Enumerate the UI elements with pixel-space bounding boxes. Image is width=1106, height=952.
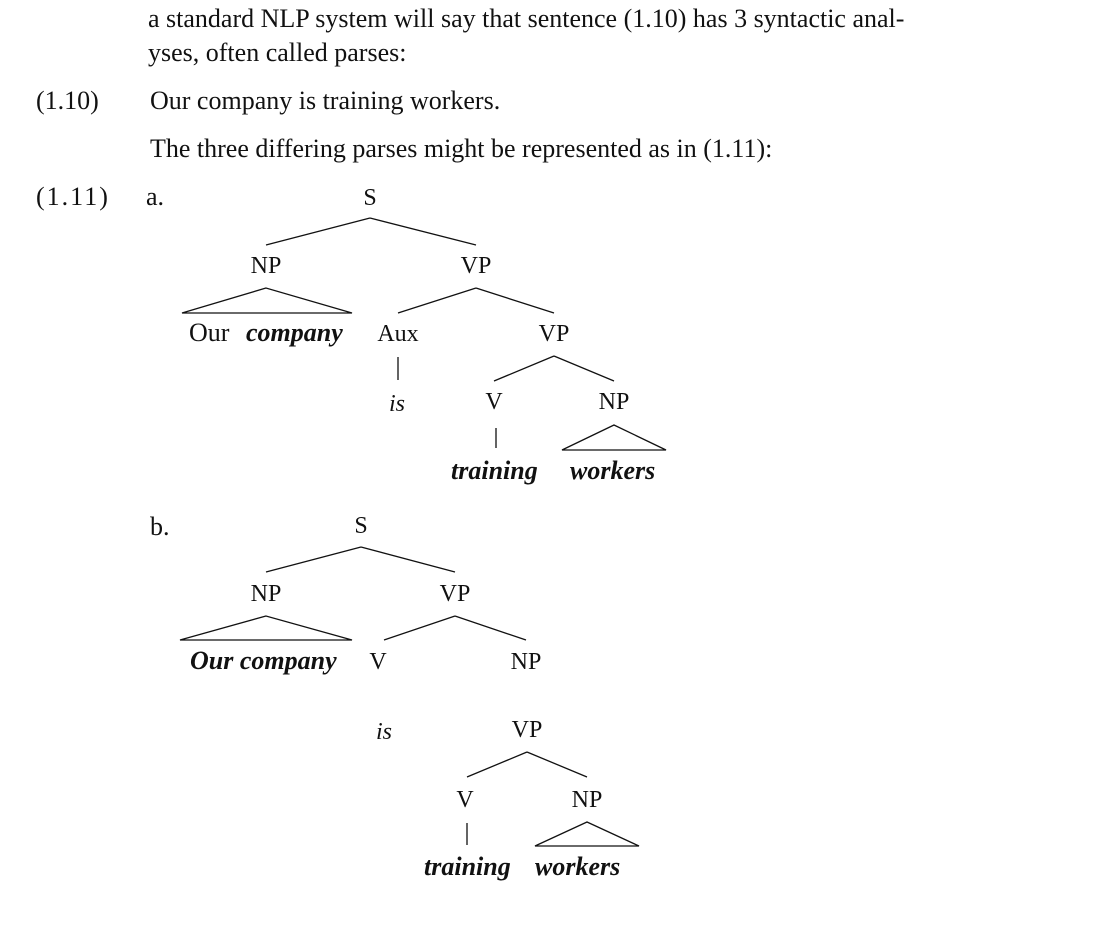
node-a-vp: VP — [461, 252, 492, 280]
node-b-vp2: VP — [512, 716, 543, 744]
edge-a-s-np — [266, 218, 370, 245]
node-b-np2: NP — [511, 648, 542, 676]
word-a-is: is — [389, 390, 405, 418]
triangle-a-np2 — [562, 425, 666, 450]
node-b-v: V — [369, 648, 386, 676]
node-a-s: S — [363, 184, 376, 212]
edge-a-vp-aux — [398, 288, 476, 313]
word-b-our-company: Our company — [190, 646, 337, 676]
edge-b-vp-np3 — [527, 752, 587, 777]
triangle-b-np — [180, 616, 352, 640]
edge-a-vp-np — [554, 356, 614, 381]
node-a-np: NP — [251, 252, 282, 280]
triangle-b-np3 — [535, 822, 639, 846]
node-b-np: NP — [251, 580, 282, 608]
edge-b-s-vp — [361, 547, 455, 572]
parse-b-letter: b. — [150, 512, 170, 542]
edge-b-vp-np — [455, 616, 526, 640]
node-b-np3: NP — [572, 786, 603, 814]
word-b-training: training — [424, 852, 511, 882]
node-a-vp2: VP — [539, 320, 570, 348]
node-b-s: S — [354, 512, 367, 540]
edge-a-vp-vp — [476, 288, 554, 313]
node-b-vp: VP — [440, 580, 471, 608]
edge-b-vp-v — [384, 616, 455, 640]
word-a-company: company — [246, 318, 343, 348]
edge-a-vp-v — [494, 356, 554, 381]
word-b-is: is — [376, 718, 392, 746]
triangle-a-np — [182, 288, 352, 313]
edge-a-s-vp — [370, 218, 476, 245]
node-a-aux: Aux — [377, 320, 418, 348]
parse-a-letter: a. — [146, 182, 164, 212]
edge-b-vp-v2 — [467, 752, 527, 777]
word-a-workers: workers — [570, 456, 655, 486]
node-a-v: V — [485, 388, 502, 416]
word-a-our: Our — [189, 318, 229, 348]
word-a-training: training — [451, 456, 538, 486]
node-a-np2: NP — [599, 388, 630, 416]
word-b-workers: workers — [535, 852, 620, 882]
node-b-v2: V — [456, 786, 473, 814]
edge-b-s-np — [266, 547, 361, 572]
